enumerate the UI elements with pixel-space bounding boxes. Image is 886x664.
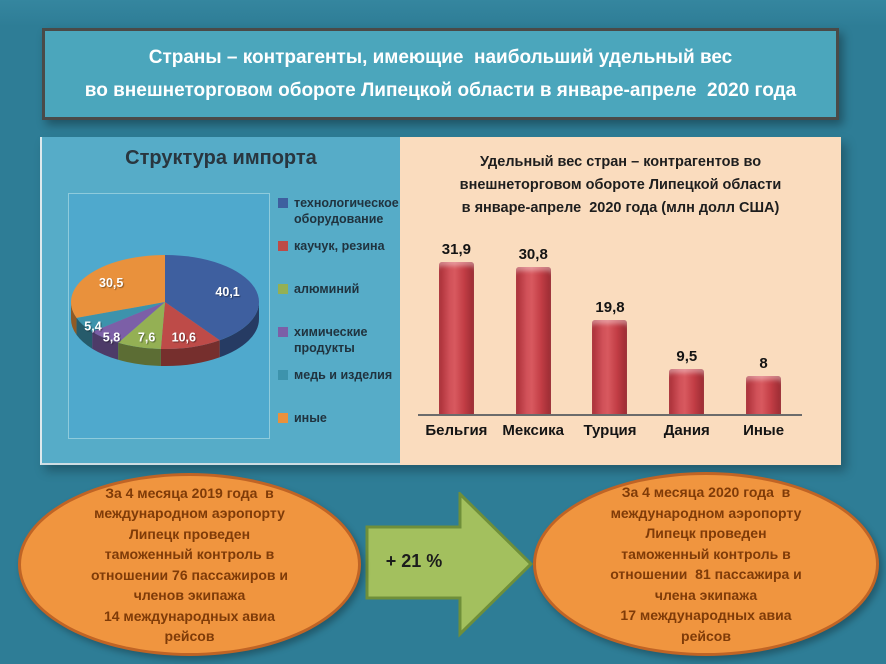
growth-arrow: [365, 492, 534, 638]
bar-value-label: 31,9: [441, 241, 471, 258]
stats-2020-text: За 4 месяца 2020 года в международном аэ…: [610, 484, 802, 644]
legend-item: химические продукты: [278, 324, 398, 367]
bar-value-label: 9,5: [676, 348, 698, 365]
legend-label: химические продукты: [294, 325, 368, 355]
pie-legend: технологическое оборудование каучук, рези…: [278, 195, 399, 453]
pie-slice: [118, 302, 165, 349]
bar-column: 31,9: [418, 241, 495, 414]
bar: [515, 267, 551, 414]
bar-category-labels: Бельгия Мексика Турция Дания Иные: [418, 422, 802, 439]
pie-value-label: 10,6: [172, 331, 196, 345]
pie-value-label: 40,1: [215, 285, 239, 299]
legend-item: алюминий: [278, 281, 398, 324]
legend-label: медь и изделия: [294, 368, 393, 382]
legend-swatch: [278, 327, 288, 337]
trade-weight-panel: Удельный вес стран – контрагентов во вне…: [400, 137, 841, 465]
slide-title: Страны – контрагенты, имеющие наибольший…: [84, 47, 797, 101]
pie-value-label: 5,8: [103, 331, 120, 345]
bar: [746, 376, 782, 414]
bar: [592, 320, 628, 414]
pie-slice: [76, 302, 165, 332]
bar-column: 9,5: [648, 348, 725, 414]
bar-column: 19,8: [572, 299, 649, 414]
legend-label: алюминий: [294, 282, 360, 296]
bar-category: Иные: [743, 422, 785, 439]
bar: [669, 369, 705, 414]
pie-slice: [71, 255, 165, 318]
charts-row: Структура импорта 40,1 10,6 7,6 5,8 5,4 30,5 …: [40, 137, 841, 465]
legend-label: каучук, резина: [294, 239, 385, 253]
legend-item: медь и изделия: [278, 367, 398, 410]
legend-label: иные: [294, 411, 327, 425]
bar-category: Дания: [663, 422, 710, 439]
stats-2019-text: За 4 месяца 2019 года в международном аэ…: [90, 484, 289, 645]
pie-chart-title: Структура импорта: [125, 147, 317, 169]
bar-category: Мексика: [502, 422, 564, 439]
pie-value-label: 5,4: [84, 319, 101, 333]
bar-chart: 31,9 30,8 19,8 9,5 8: [418, 241, 802, 416]
legend-swatch: [278, 413, 288, 423]
legend-label: технологическое оборудование: [294, 196, 399, 226]
pie-value-label: 7,6: [138, 331, 155, 345]
bar-chart-title: Удельный вес стран – контрагентов во вне…: [459, 154, 782, 216]
legend-swatch: [278, 241, 288, 251]
pie-slice-side: [92, 331, 119, 360]
pie-slice: [92, 302, 165, 343]
bar-value-label: 8: [759, 355, 768, 372]
bar-column: 8: [725, 355, 802, 414]
pie-plot-area: 40,1 10,6 7,6 5,8 5,4 30,5: [68, 193, 270, 439]
growth-arrow-label: + 21 %: [385, 551, 443, 571]
bar-value-label: 30,8: [518, 246, 548, 263]
stats-2019-ellipse: За 4 месяца 2019 года в международном аэ…: [18, 473, 361, 656]
legend-swatch: [278, 284, 288, 294]
import-structure-panel: Структура импорта 40,1 10,6 7,6 5,8 5,4 30,5 …: [40, 137, 400, 465]
bar-category: Бельгия: [425, 422, 488, 439]
bar: [438, 262, 474, 414]
legend-swatch: [278, 198, 288, 208]
pie-slice-side: [76, 317, 93, 349]
pie-slice: [165, 255, 260, 341]
pie-slice-side: [219, 302, 259, 358]
bar-value-label: 19,8: [595, 299, 625, 316]
pie-value-label: 30,5: [99, 276, 123, 290]
legend-swatch: [278, 370, 288, 380]
bar-category: Турция: [583, 422, 637, 439]
bar-column: 30,8: [495, 246, 572, 414]
legend-item: технологическое оборудование: [278, 195, 399, 238]
stats-2020-ellipse: За 4 месяца 2020 года в международном аэ…: [533, 472, 879, 656]
legend-item: каучук, резина: [278, 238, 398, 281]
pie-slice-side: [118, 342, 161, 366]
pie-slice-side: [71, 302, 77, 335]
pie-slice-side: [160, 340, 220, 366]
pie-chart-svg: 40,1 10,6 7,6 5,85,4 30,5: [71, 255, 260, 366]
legend-item: иные: [278, 410, 398, 453]
pie-slice: [160, 302, 220, 349]
title-banner: Страны – контрагенты, имеющие наибольший…: [42, 28, 839, 120]
